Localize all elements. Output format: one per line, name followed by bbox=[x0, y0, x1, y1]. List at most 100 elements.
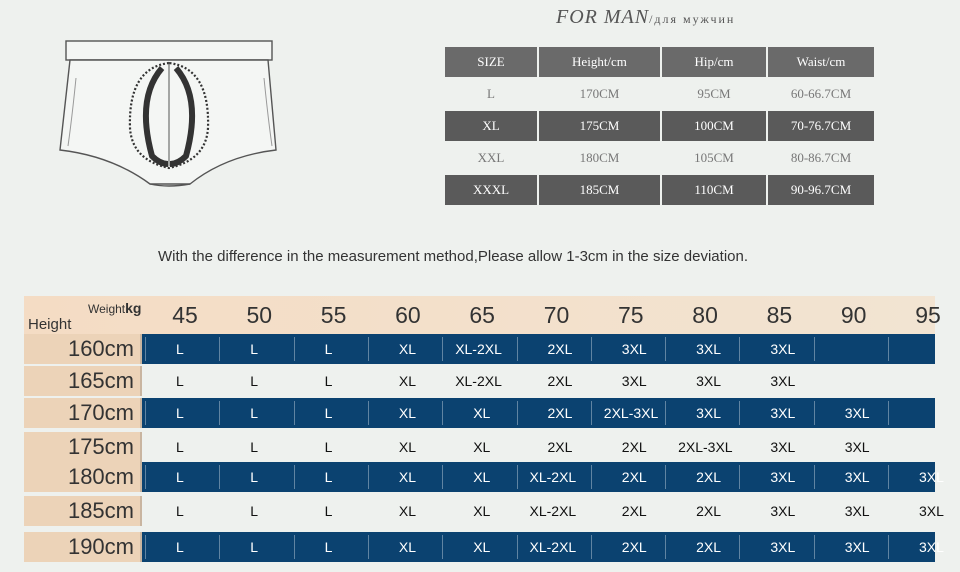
size-cell: 2XL bbox=[696, 539, 722, 555]
cell-divider bbox=[367, 535, 369, 559]
size-cell: XL bbox=[473, 405, 491, 421]
weight-value: 65 bbox=[469, 302, 495, 328]
size-row-180cm: 180cm L L L XL XL XL-2XL 2XL 2XL 3XL 3XL 3XL bbox=[24, 462, 944, 492]
weight-value: 75 bbox=[618, 302, 644, 328]
height-value: 180cm bbox=[24, 462, 142, 492]
size-cell: 2XL bbox=[696, 469, 722, 485]
weight-unit: kg bbox=[125, 300, 142, 316]
cell-divider bbox=[442, 535, 444, 559]
cell-divider bbox=[888, 337, 889, 361]
size-cell: 2XL bbox=[547, 373, 573, 389]
size-cell: L bbox=[250, 439, 259, 455]
weight-value: 80 bbox=[692, 302, 718, 328]
size-cell: 2XL bbox=[547, 439, 573, 455]
size-cell: XL bbox=[473, 539, 491, 555]
cell-divider bbox=[665, 535, 667, 559]
header-waist: Waist/cm bbox=[768, 47, 874, 77]
header-height: Height/cm bbox=[539, 47, 660, 77]
size-cell: 2XL bbox=[621, 539, 647, 555]
size-cell: L bbox=[176, 469, 184, 485]
size-cell: 3XL bbox=[770, 373, 796, 389]
size-cell: 3XL bbox=[919, 503, 944, 519]
size-cell: XL-2XL bbox=[529, 469, 577, 485]
page-title: FOR MAN/для мужчин bbox=[556, 6, 735, 29]
table-row: XXL 180CM 105CM 80-86.7CM bbox=[445, 143, 874, 173]
header-hip: Hip/cm bbox=[662, 47, 766, 77]
size-cell: XL bbox=[398, 341, 417, 357]
cell-divider bbox=[219, 337, 221, 361]
cell-divider bbox=[888, 465, 889, 489]
size-cell: L bbox=[176, 503, 184, 519]
height-value: 190cm bbox=[24, 532, 142, 562]
height-value: 160cm bbox=[24, 334, 142, 364]
size-cell: 2XL bbox=[621, 503, 647, 519]
size-cell: 3XL bbox=[770, 503, 796, 519]
weight-value: 90 bbox=[840, 302, 867, 328]
cell-divider bbox=[293, 465, 295, 489]
weight-value: 60 bbox=[395, 302, 421, 328]
size-cell: XL bbox=[398, 405, 417, 421]
size-cell: 3XL bbox=[770, 341, 796, 357]
size-cell: 3XL bbox=[844, 503, 870, 519]
height-value: 175cm bbox=[24, 432, 142, 462]
cell-divider bbox=[145, 337, 146, 361]
size-cell: L bbox=[250, 503, 259, 519]
size-cell: 2XL bbox=[696, 503, 722, 519]
height-value: 165cm bbox=[24, 366, 142, 396]
cell-divider bbox=[739, 401, 741, 425]
size-measurement-table: SIZE Height/cm Hip/cm Waist/cm L 170CM 9… bbox=[443, 45, 876, 207]
height-value: 185cm bbox=[24, 496, 142, 526]
size-cell: L bbox=[250, 469, 259, 485]
size-cell: 2XL bbox=[621, 439, 647, 455]
cell-divider bbox=[590, 337, 592, 361]
weight-value: 55 bbox=[320, 302, 347, 328]
cell-divider bbox=[888, 401, 889, 425]
cell-divider bbox=[813, 535, 815, 559]
cell-divider bbox=[293, 337, 295, 361]
size-cell: L bbox=[176, 405, 184, 421]
cell-divider bbox=[516, 465, 518, 489]
cell-divider bbox=[219, 401, 221, 425]
size-cell: 3XL bbox=[770, 405, 796, 421]
table-row: XL 175CM 100CM 70-76.7CM bbox=[445, 111, 874, 141]
size-row-185cm: 185cm L L L XL XL XL-2XL 2XL 2XL 3XL 3XL 3XL bbox=[24, 496, 944, 526]
size-cell: 2XL-3XL bbox=[603, 405, 659, 421]
cell-waist: 60-66.7CM bbox=[768, 79, 874, 109]
size-cell: 3XL bbox=[696, 341, 722, 357]
size-cell: XL bbox=[398, 503, 417, 519]
cell-divider bbox=[739, 337, 741, 361]
size-cell: 3XL bbox=[844, 469, 870, 485]
table-row: XXXL 185CM 110CM 90-96.7CM bbox=[445, 175, 874, 205]
cell-divider bbox=[145, 465, 146, 489]
cell-hip: 95CM bbox=[662, 79, 766, 109]
size-cell: XL bbox=[398, 469, 417, 485]
size-cell: L bbox=[324, 469, 333, 485]
cell-divider bbox=[813, 337, 815, 361]
cell-divider bbox=[219, 465, 221, 489]
cell-size: XXL bbox=[445, 143, 537, 173]
cell-waist: 70-76.7CM bbox=[768, 111, 874, 141]
header-size: SIZE bbox=[445, 47, 537, 77]
height-axis-label: Height bbox=[28, 316, 72, 333]
size-cell: 2XL-3XL bbox=[678, 439, 733, 455]
size-cell: 3XL bbox=[621, 341, 647, 357]
cell-divider bbox=[442, 465, 444, 489]
cell-divider bbox=[145, 535, 146, 559]
size-cell: 3XL bbox=[696, 373, 722, 389]
cell-divider bbox=[739, 465, 741, 489]
cell-height: 185CM bbox=[539, 175, 660, 205]
cell-divider bbox=[516, 401, 518, 425]
size-cell: 3XL bbox=[844, 439, 870, 455]
weight-value: 70 bbox=[543, 302, 570, 328]
size-cell: XL bbox=[398, 539, 417, 555]
cell-height: 180CM bbox=[539, 143, 660, 173]
size-row-190cm: 190cm L L L XL XL XL-2XL 2XL 2XL 3XL 3XL 3XL bbox=[24, 532, 944, 562]
height-value: 170cm bbox=[24, 398, 142, 428]
cell-divider bbox=[442, 337, 444, 361]
size-row-175cm: 175cm L L L XL XL 2XL 2XL 2XL-3XL 3XL 3XL bbox=[24, 432, 935, 462]
weight-label-text: Weight bbox=[88, 302, 126, 316]
size-cell: L bbox=[324, 539, 333, 555]
size-cell: 2XL bbox=[621, 469, 647, 485]
cell-divider bbox=[739, 535, 741, 559]
size-cell: L bbox=[176, 341, 184, 357]
